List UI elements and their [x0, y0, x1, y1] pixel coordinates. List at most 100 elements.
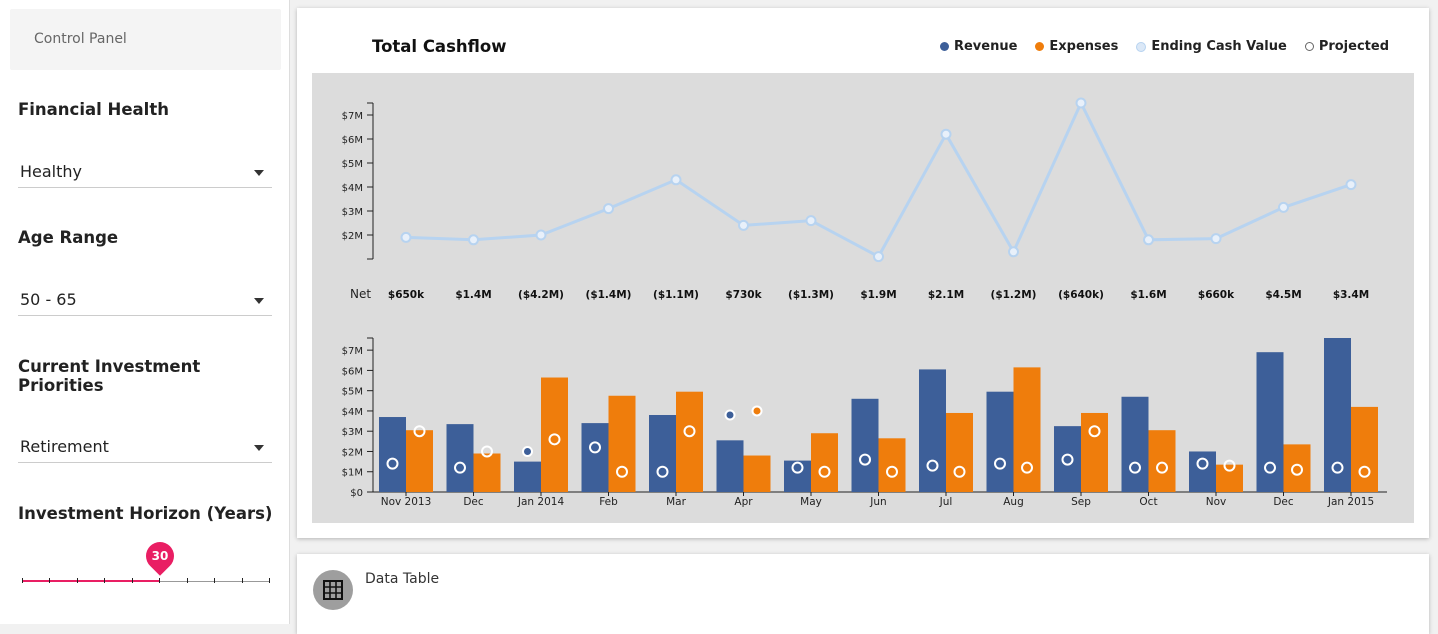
revenue-projected-point — [386, 457, 399, 470]
expenses-projected-point — [1021, 461, 1033, 474]
ending-cash-point — [805, 215, 817, 227]
legend-item-ending-cash[interactable]: Ending Cash Value — [1136, 39, 1287, 54]
legend-item-revenue[interactable]: Revenue — [939, 39, 1018, 54]
net-label: Net — [350, 287, 371, 301]
legend-label: Revenue — [953, 39, 1018, 54]
age-range-select[interactable]: 50 - 65 — [18, 285, 272, 316]
net-value: ($1.1M) — [653, 289, 699, 301]
revenue-bar — [986, 391, 1014, 492]
bar-y-tick-label: $3M — [342, 427, 363, 438]
revenue-projected-point — [1061, 453, 1074, 466]
bar-x-tick-label: May — [800, 496, 822, 508]
chevron-down-icon — [254, 298, 264, 304]
line-y-tick-label: $3M — [342, 207, 363, 218]
revenue-projected-point — [926, 459, 939, 472]
slider-tick — [132, 578, 133, 583]
slider-tick — [49, 578, 50, 583]
revenue-projected-point — [656, 465, 669, 478]
legend-item-projected[interactable]: Projected — [1304, 39, 1389, 54]
line-y-tick-label: $5M — [342, 159, 363, 170]
slider-tick — [214, 578, 215, 583]
revenue-bar — [716, 440, 744, 492]
slider-value: 30 — [151, 549, 169, 563]
bar-x-tick-label: Nov 2013 — [381, 496, 432, 508]
slider-tick — [242, 578, 243, 583]
expenses-projected-point — [616, 465, 628, 478]
projected-dot-icon — [1304, 42, 1314, 51]
slider-tick — [77, 578, 78, 583]
slider-tick — [269, 578, 270, 583]
revenue-projected-point — [724, 409, 736, 421]
expenses-bar — [1013, 367, 1041, 492]
chart-legend: Revenue Expenses Ending Cash Value Proje… — [939, 39, 1389, 54]
financial-health-select[interactable]: Healthy — [18, 157, 272, 188]
expenses-projected-point — [1156, 461, 1168, 474]
revenue-bar — [919, 369, 946, 492]
net-value: $2.1M — [928, 289, 964, 301]
ending-cash-point — [1143, 234, 1154, 246]
ending-cash-point — [1210, 233, 1222, 245]
revenue-projected-point — [791, 461, 804, 474]
bar-x-tick-label: Jan 2015 — [1327, 496, 1374, 508]
ending-cash-point — [535, 229, 547, 241]
revenue-bar — [379, 417, 406, 492]
bar-x-tick-label: Nov — [1206, 496, 1227, 508]
slider-tick — [187, 578, 188, 583]
ending-cash-point — [1345, 179, 1357, 191]
ending-cash-point — [400, 231, 412, 243]
bar-x-tick-label: Aug — [1003, 496, 1024, 508]
bar-x-tick-label: Dec — [1273, 496, 1294, 508]
net-value: ($1.4M) — [586, 289, 632, 301]
net-value: ($1.3M) — [788, 289, 834, 301]
net-value: ($4.2M) — [518, 289, 564, 301]
bar-y-tick-label: $0 — [350, 488, 363, 499]
expenses-bar — [811, 433, 838, 492]
expenses-bar — [878, 438, 906, 492]
expenses-bar — [1081, 412, 1108, 492]
legend-label: Ending Cash Value — [1151, 39, 1287, 54]
slider-tick — [22, 578, 23, 583]
line-y-tick-label: $4M — [342, 183, 363, 194]
revenue-bar — [784, 460, 811, 492]
bar-y-tick-label: $1M — [342, 468, 363, 479]
expenses-projected-point — [1358, 465, 1371, 478]
expenses-projected-point — [1223, 459, 1236, 472]
net-value: $730k — [725, 289, 762, 301]
chart-plot-area: $2M $3M $4M $5M $6M $7M Net $650k $1.4M ($4.2M) ($… — [312, 73, 1414, 523]
revenue-bar — [581, 423, 609, 492]
revenue-projected-point — [522, 445, 533, 457]
legend-item-expenses[interactable]: Expenses — [1035, 39, 1118, 54]
net-value: $650k — [388, 289, 425, 301]
expenses-projected-point — [683, 425, 696, 438]
revenue-projected-point — [1331, 461, 1344, 474]
bar-y-tick-label: $4M — [342, 407, 363, 418]
grid-icon[interactable] — [313, 570, 353, 610]
bar-y-tick-label: $7M — [342, 346, 363, 357]
line-y-tick-label: $7M — [342, 111, 363, 122]
age-range-label: Age Range — [18, 228, 119, 247]
age-range-value: 50 - 65 — [20, 290, 77, 309]
expenses-bar — [676, 391, 703, 492]
revenue-bar — [1121, 396, 1149, 492]
bar-x-tick-label: Mar — [666, 496, 686, 508]
ending-cash-dot-icon — [1136, 41, 1147, 52]
expenses-projected-point — [953, 465, 966, 478]
expenses-projected-point — [413, 425, 426, 438]
ending-cash-point — [1278, 201, 1289, 213]
ending-cash-point — [670, 174, 682, 186]
slider-tick — [159, 578, 160, 583]
expenses-bar — [1351, 406, 1378, 492]
revenue-projected-point — [994, 457, 1006, 470]
ending-cash-point — [1075, 97, 1087, 109]
investment-horizon-slider[interactable]: 30 — [22, 536, 270, 590]
net-value: ($640k) — [1058, 289, 1104, 301]
slider-fill — [22, 580, 160, 582]
investment-horizon-label: Investment Horizon (Years) — [18, 504, 273, 523]
expenses-bar — [406, 430, 433, 492]
slider-tick — [104, 578, 105, 583]
net-value: $660k — [1198, 289, 1235, 301]
net-value: $1.4M — [455, 289, 491, 301]
financial-health-value: Healthy — [20, 162, 83, 181]
investment-priorities-select[interactable]: Retirement — [18, 432, 272, 463]
control-panel-sidebar: Control Panel Financial Health Healthy A… — [0, 0, 290, 624]
